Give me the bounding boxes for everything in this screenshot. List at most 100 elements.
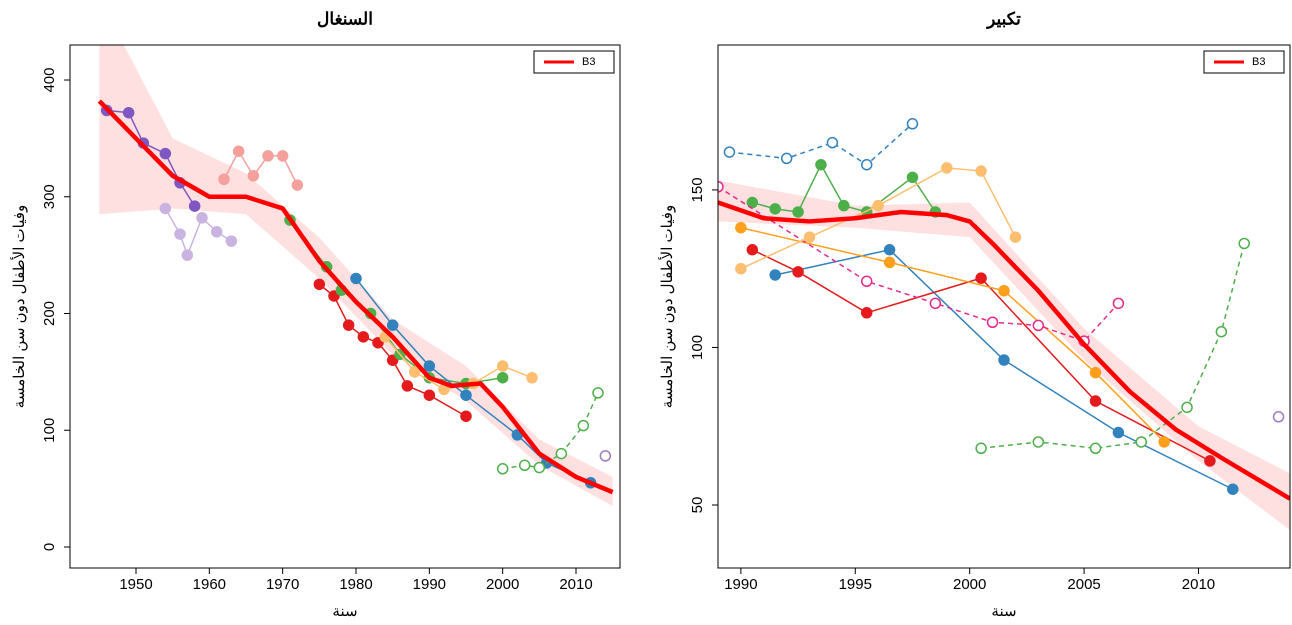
data-point [860,275,873,288]
uncertainty-band [718,180,1290,531]
data-point [276,150,289,162]
x-axis-label: سنة [332,603,357,620]
data-line [729,123,913,166]
x-tick-label: 2010 [1182,576,1215,593]
y-axis-label: وفيات الأطفال دون سن الخامسة [10,205,28,408]
data-point [218,173,230,186]
data-point [1032,436,1045,448]
y-tick-label: 400 [41,68,58,93]
data-point [496,360,509,372]
data-point [342,319,355,331]
x-tick-label: 2010 [559,576,592,593]
chart-title: السنغال [317,9,373,28]
legend-label: B3 [582,56,595,68]
data-point [496,371,509,384]
data-point [174,228,186,240]
data-point [210,226,223,238]
data-point [975,272,987,284]
data-point [423,360,436,372]
data-point [1135,436,1148,448]
data-point [401,380,414,392]
data-point [1112,426,1125,439]
y-tick-label: 100 [41,418,58,443]
data-point [792,266,804,278]
data-point [735,262,747,275]
data-line [751,249,1211,462]
data-point [1227,483,1239,495]
data-line [740,167,1017,270]
data-point [986,316,999,329]
model-line [718,200,1290,501]
data-point [262,150,274,162]
data-point [929,297,942,310]
x-tick-label: 1950 [119,576,152,593]
data-point [518,459,531,472]
data-point [1032,319,1045,332]
uncertainty-band [99,45,613,507]
data-point [159,202,172,215]
data-line [740,227,1165,443]
data-point [496,463,509,475]
data-point [718,181,724,193]
data-point [1089,442,1102,455]
data-point [328,290,340,302]
data-point [533,461,546,474]
y-tick-label: 0 [41,543,58,551]
data-point [1215,325,1228,338]
chart-title: تكبير [985,9,1021,29]
data-point [577,419,590,432]
data-point [803,231,816,243]
data-point [1238,237,1250,250]
data-point [792,206,804,218]
y-axis-label: وفيات الأطفال دون سن الخامسة [658,205,676,408]
data-point [826,136,839,149]
data-point [526,371,538,384]
data-point [350,272,362,285]
data-point [872,199,884,212]
data-point [122,106,135,119]
data-point [247,170,260,182]
data-point [769,269,781,281]
data-point [460,389,472,401]
data-point [357,331,370,343]
data-point [181,249,194,261]
data-point [906,171,919,184]
data-point [975,442,987,455]
data-point [313,278,326,291]
data-point [860,158,873,171]
data-point [1181,401,1193,414]
x-tick-label: 1990 [724,576,757,593]
data-point [460,410,472,422]
data-point [386,319,399,331]
y-tick-label: 150 [689,177,706,202]
x-tick-label: 2000 [953,576,986,593]
data-point [746,244,759,256]
data-point [225,235,238,247]
plot-frame [69,44,621,569]
data-point [1089,395,1102,407]
plot-area [97,45,614,507]
data-point [599,450,612,462]
x-tick-label: 1995 [839,576,872,593]
data-point [735,221,747,234]
data-point [723,146,736,158]
data-point [769,203,781,215]
data-point [423,389,436,401]
x-tick-label: 2005 [1067,576,1100,593]
data-point [998,284,1010,297]
data-point [838,199,850,212]
y-tick-label: 100 [689,335,706,360]
data-point [555,447,568,460]
x-tick-label: 1980 [339,576,372,593]
data-point [746,196,759,209]
x-tick-label: 1970 [266,576,299,593]
data-point [1158,436,1170,448]
data-point [975,165,987,177]
data-point [1272,411,1285,423]
plot-area [718,118,1290,531]
y-tick-label: 50 [689,497,706,514]
data-point [883,256,896,269]
x-tick-label: 1990 [413,576,446,593]
